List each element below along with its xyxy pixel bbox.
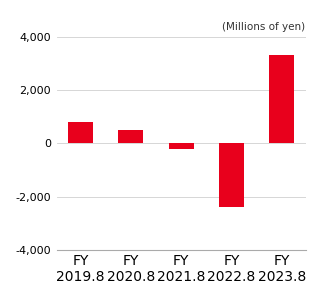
- Bar: [118, 130, 143, 143]
- Bar: [219, 143, 244, 207]
- Text: (Millions of yen): (Millions of yen): [222, 22, 306, 32]
- Bar: [68, 122, 93, 143]
- Bar: [169, 143, 194, 149]
- Bar: [269, 55, 294, 143]
